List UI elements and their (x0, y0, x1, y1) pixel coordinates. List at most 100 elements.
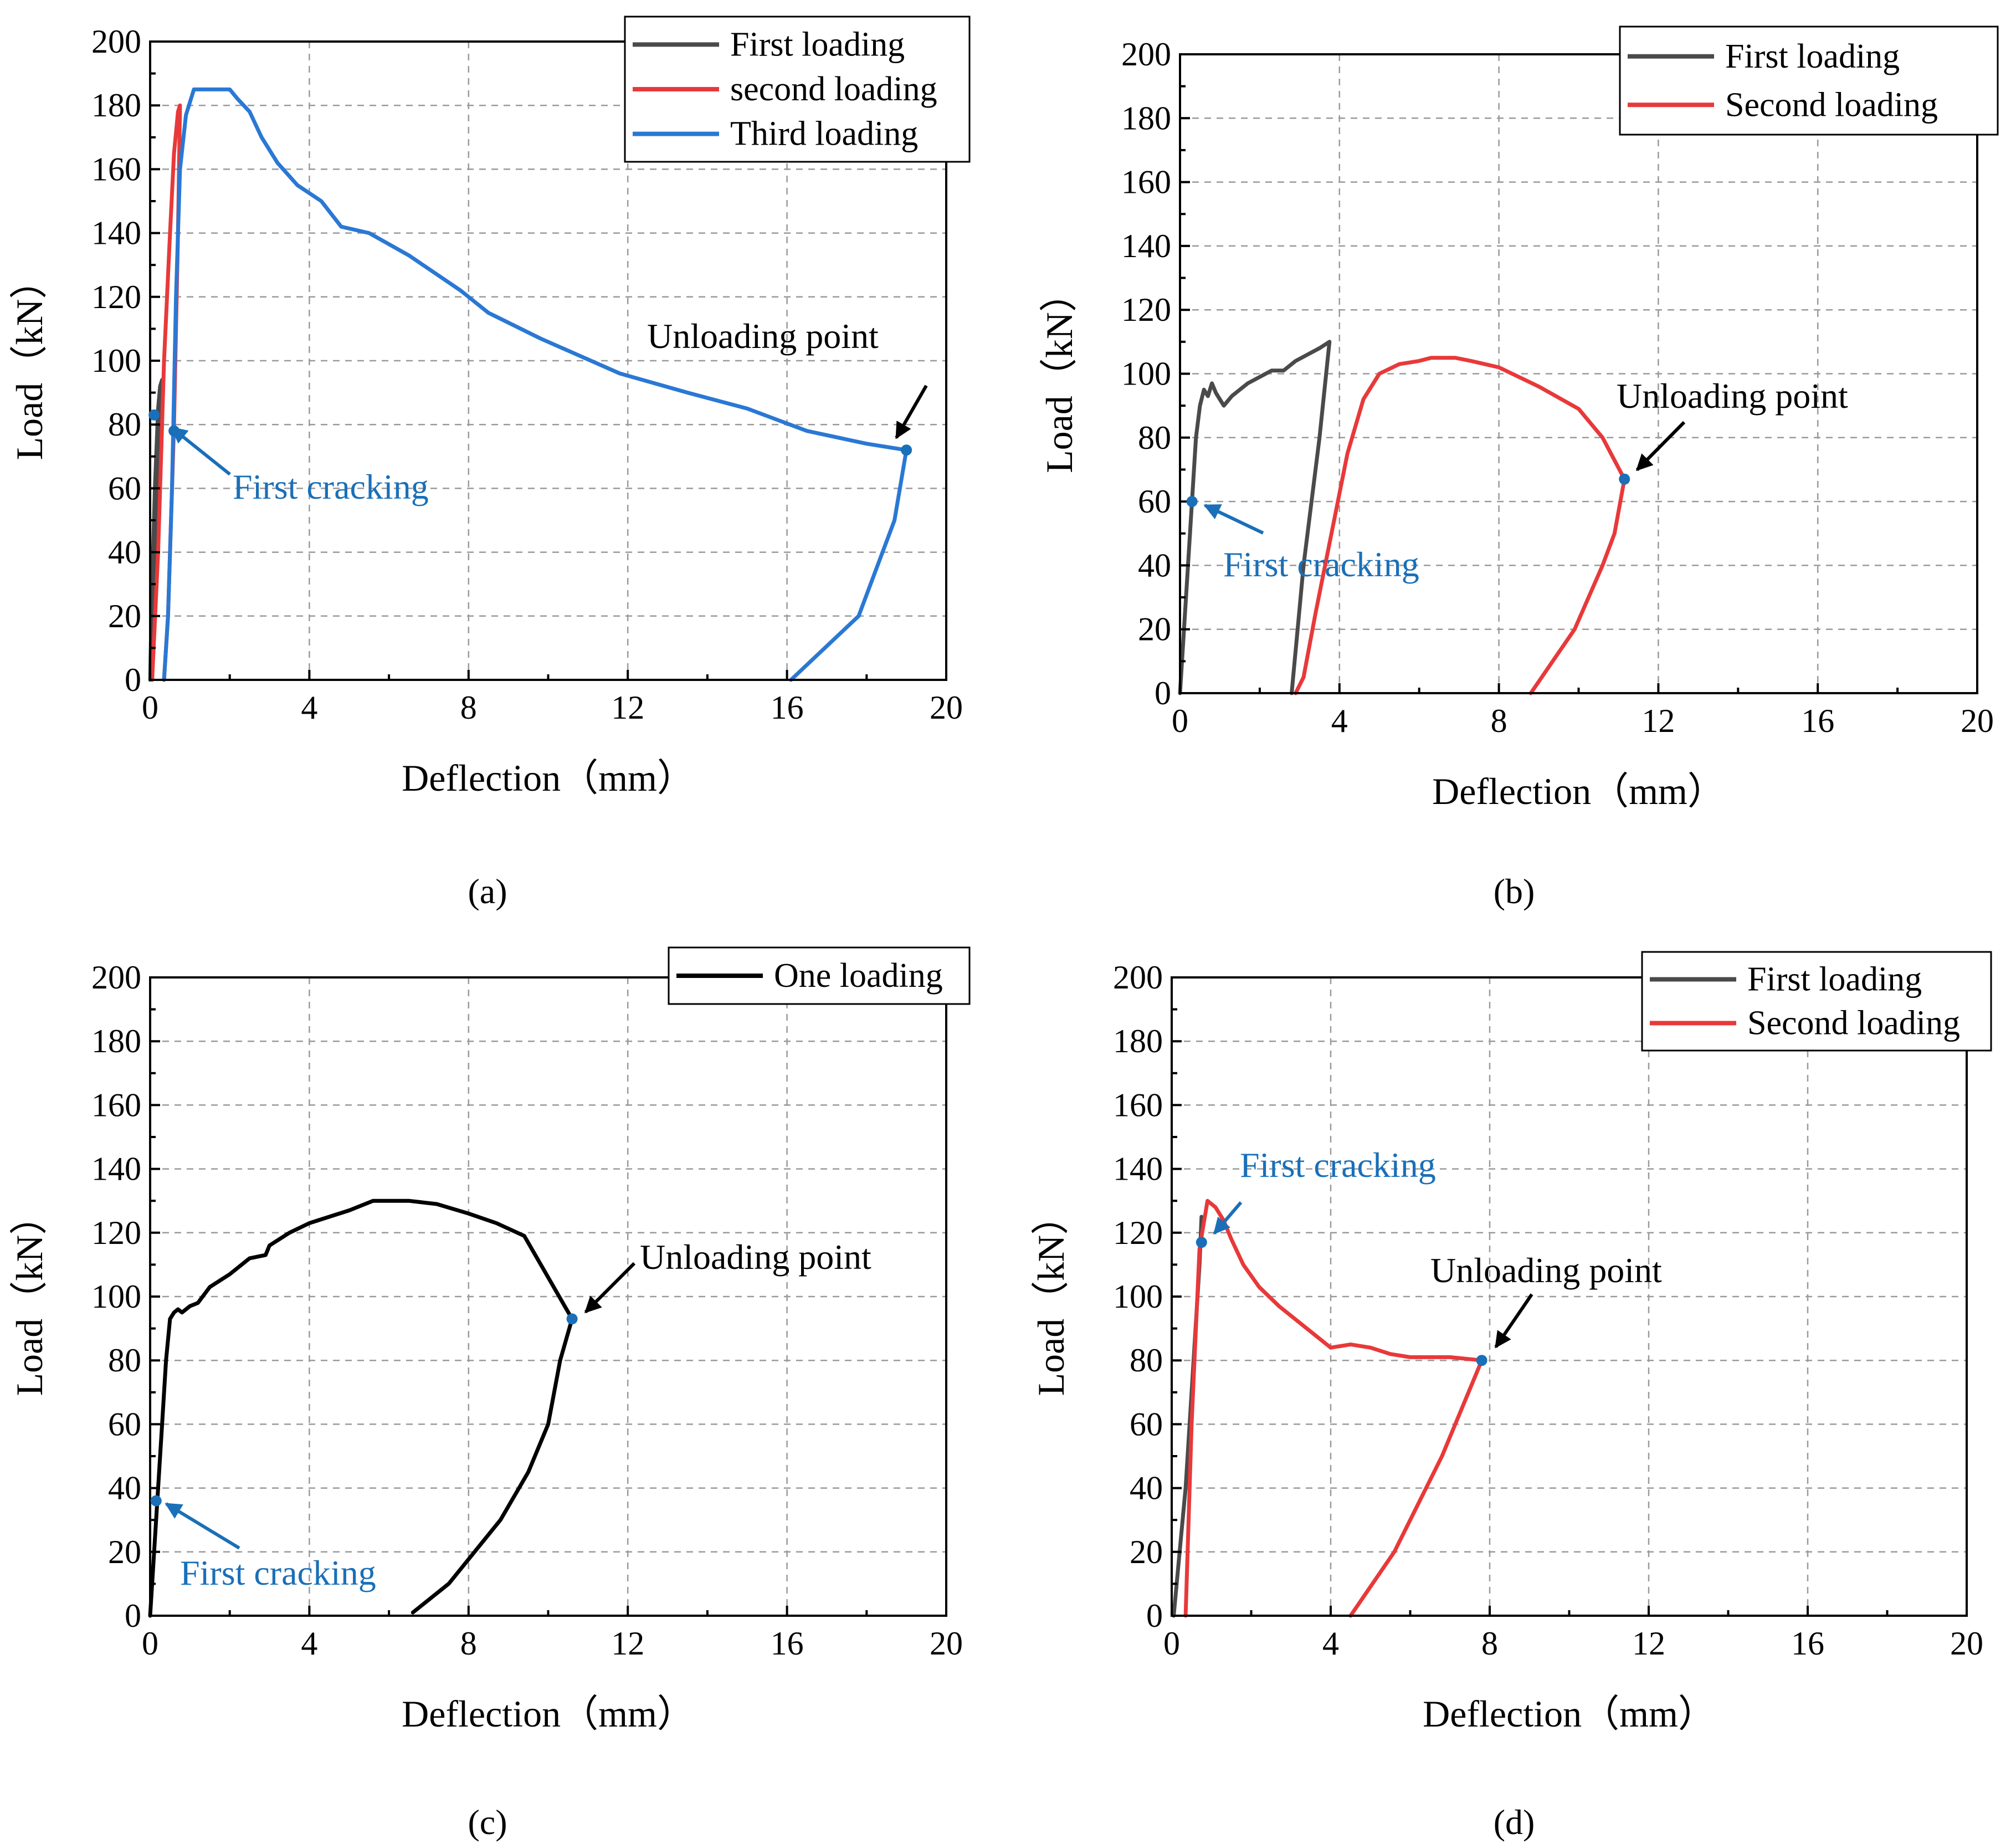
x-tick-label: 16 (771, 1625, 804, 1662)
y-axis-label: Load（kN） (8, 1197, 50, 1396)
y-tick-label: 20 (1130, 1534, 1163, 1570)
x-tick-label: 4 (301, 1625, 317, 1662)
annotation-label: First cracking (233, 467, 429, 506)
x-tick-label: 12 (1641, 703, 1675, 739)
legend-label: Second loading (1747, 1005, 1960, 1042)
x-tick-label: 4 (1331, 703, 1348, 739)
annotation-arrow (165, 1502, 240, 1550)
series-line-b-0 (1178, 340, 1332, 695)
annotation-arrow (584, 1262, 636, 1314)
y-tick-label: 200 (1113, 959, 1163, 996)
x-tick-label: 12 (611, 1625, 644, 1662)
x-axis-label: Deflection（mm） (402, 1693, 695, 1735)
y-tick-label: 60 (108, 1406, 141, 1442)
annotation-label: Unloading point (1430, 1251, 1662, 1290)
x-axis-label: Deflection（mm） (1432, 770, 1725, 812)
x-tick-label: 8 (460, 689, 477, 726)
legend-label: second loading (730, 70, 937, 108)
series-line-d-1 (1183, 1198, 1484, 1618)
x-tick-label: 16 (1791, 1625, 1824, 1662)
y-tick-label: 100 (1113, 1278, 1163, 1315)
x-axis-label: Deflection（mm） (1423, 1693, 1716, 1735)
legend-label: First loading (730, 25, 905, 63)
y-axis-label: Load（kN） (1038, 274, 1080, 473)
series-line-a-2 (162, 87, 909, 682)
annotation-point (1476, 1355, 1487, 1366)
y-tick-label: 40 (1130, 1470, 1163, 1507)
legend-label: One loading (774, 957, 943, 995)
y-tick-label: 140 (91, 215, 141, 252)
y-tick-label: 200 (91, 23, 141, 60)
panel-caption: (b) (1494, 872, 1535, 911)
legend-label: Second loading (1725, 86, 1938, 124)
y-tick-label: 80 (1138, 419, 1171, 456)
panel-caption: (d) (1494, 1802, 1535, 1842)
annotation-label: Unloading point (647, 316, 879, 356)
series-line-c-0 (148, 1198, 574, 1618)
x-tick-label: 16 (1801, 703, 1834, 739)
panel-a: 0 4 8 12 16 20020406080100120140160180200Defl… (8, 16, 971, 911)
panel-b: 0 4 8 12 16 20020406080100120140160180200Defl… (1038, 25, 1999, 911)
x-axis-label: Deflection（mm） (402, 757, 695, 799)
legend-box (1641, 951, 1992, 1052)
y-tick-label: 180 (91, 1023, 141, 1059)
panel-c: 0 4 8 12 16 20020406080100120140160180200Defl… (8, 946, 971, 1842)
x-tick-label: 4 (301, 689, 317, 726)
x-tick-label: 8 (1491, 703, 1507, 739)
y-tick-label: 160 (1113, 1087, 1163, 1123)
annotation-point (1196, 1237, 1207, 1248)
annotation-label: Unloading point (640, 1237, 871, 1277)
y-tick-label: 200 (91, 959, 141, 996)
y-tick-label: 20 (108, 598, 141, 634)
x-tick-label: 16 (771, 689, 804, 726)
y-axis-label: Load（kN） (1030, 1197, 1072, 1396)
y-tick-label: 120 (1121, 291, 1171, 328)
annotation-point (1186, 496, 1198, 508)
y-tick-label: 100 (1121, 356, 1171, 392)
y-axis-label: Load（kN） (8, 262, 50, 460)
y-tick-label: 180 (1121, 100, 1171, 136)
legend-label: First loading (1725, 38, 1900, 75)
y-tick-label: 0 (125, 1597, 141, 1634)
y-tick-label: 20 (1138, 611, 1171, 648)
y-tick-label: 80 (108, 1342, 141, 1379)
y-tick-label: 140 (1113, 1151, 1163, 1187)
annotation-point (150, 1495, 162, 1507)
panel-d: 0 4 8 12 16 20020406080100120140160180200Defl… (1030, 951, 1992, 1842)
annotation-arrow (1213, 1201, 1243, 1235)
annotation-point (168, 425, 180, 437)
y-tick-label: 120 (1113, 1215, 1163, 1251)
annotation-arrow (1635, 421, 1686, 472)
annotation-arrow (895, 385, 928, 439)
y-tick-label: 120 (91, 279, 141, 315)
y-tick-label: 80 (1130, 1342, 1163, 1379)
x-tick-label: 20 (1961, 703, 1994, 739)
x-tick-label: 8 (460, 1625, 477, 1662)
annotation-label: First cracking (1223, 545, 1419, 584)
y-tick-label: 60 (1130, 1406, 1163, 1442)
y-tick-label: 0 (1146, 1597, 1163, 1634)
x-tick-label: 12 (1632, 1625, 1665, 1662)
x-tick-label: 0 (142, 689, 158, 726)
annotation-point (1619, 473, 1630, 485)
annotation-arrow (1203, 504, 1264, 535)
y-tick-label: 40 (108, 1470, 141, 1507)
annotation-point (148, 409, 160, 421)
y-tick-label: 140 (1121, 228, 1171, 264)
annotation-label: First cracking (1240, 1145, 1436, 1185)
x-tick-label: 12 (611, 689, 644, 726)
y-tick-label: 20 (108, 1534, 141, 1570)
y-tick-label: 160 (1121, 164, 1171, 201)
y-tick-label: 160 (91, 151, 141, 187)
y-tick-label: 0 (1155, 675, 1171, 711)
x-tick-label: 0 (142, 1625, 158, 1662)
y-tick-label: 120 (91, 1215, 141, 1251)
annotation-label: First cracking (180, 1553, 376, 1592)
panel-caption: (a) (468, 872, 507, 911)
y-tick-label: 100 (91, 342, 141, 379)
annotation-arrow (170, 426, 231, 476)
y-tick-label: 200 (1121, 36, 1171, 73)
legend-label: First loading (1747, 961, 1922, 998)
x-tick-label: 20 (930, 689, 963, 726)
